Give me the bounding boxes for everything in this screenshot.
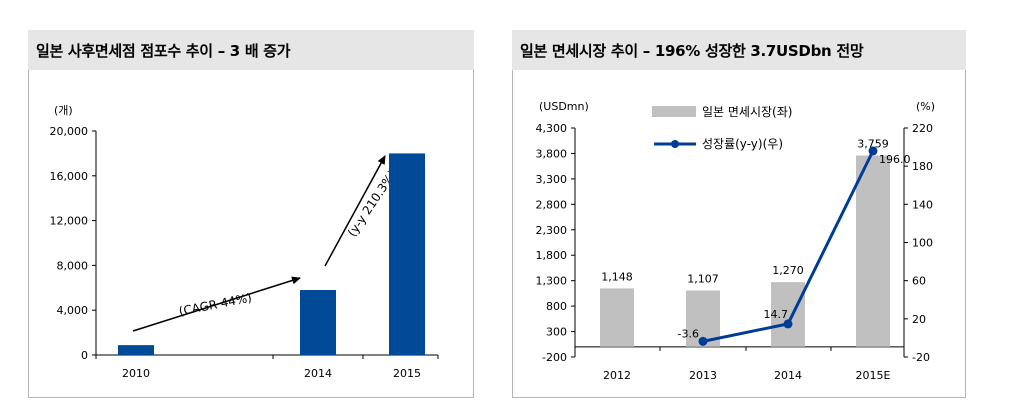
left-y-tick-label: 2,300	[536, 224, 568, 237]
y-axis-unit-label: (개)	[54, 104, 73, 117]
chart-header: 일본 면세시장 추이 – 196% 성장한 3.7USDbn 전망	[512, 30, 966, 70]
y-tick-label: 4,000	[57, 304, 89, 317]
x-tick-label: 2013	[689, 369, 717, 382]
duty-free-market-combo-chart: (USDmn) (%) 일본 면세시장(좌) 성장률(y-y)(우) -200 3…	[536, 100, 936, 382]
legend-line-marker	[671, 140, 679, 148]
store-count-bar-chart: (개) (CAGR 44%) (y-y 210.3%) 04,0008,0001…	[37, 104, 439, 380]
left-y-tick-label: -200	[542, 351, 567, 364]
left-y-tick-label: 2,800	[536, 198, 568, 211]
growth-data-label: 14.7	[764, 308, 789, 321]
x-tick-label: 2010	[122, 367, 150, 380]
chart-title: 일본 면세시장 추이 – 196% 성장한 3.7USDbn 전망	[520, 42, 864, 60]
bar-2015E	[856, 155, 890, 347]
right-y-tick-label: 20	[912, 313, 926, 326]
chart-header: 일본 사후면세점 점포수 추이 – 3 배 증가	[28, 30, 474, 70]
right-axis-unit-label: (%)	[916, 100, 935, 113]
bar-2015	[389, 153, 425, 355]
chart-title: 일본 사후면세점 점포수 추이 – 3 배 증가	[36, 42, 291, 60]
growth-point	[783, 319, 793, 329]
chart-frame	[512, 70, 966, 398]
right-y-tick-label: 180	[912, 160, 933, 173]
right-y-tick-label: 220	[912, 122, 933, 135]
bar-2014	[300, 290, 336, 355]
y-tick-label: 12,000	[50, 215, 89, 228]
growth-data-label: 196.0	[879, 153, 911, 166]
left-y-tick-label: 1,300	[536, 275, 568, 288]
right-y-tick-label: 100	[912, 237, 933, 250]
left-y-tick-label: 3,300	[536, 173, 568, 186]
bar-data-label: 1,270	[772, 264, 804, 277]
bar-2012	[600, 288, 634, 347]
growth-data-label: -3.6	[678, 327, 699, 340]
legend-line-label: 성장률(y-y)(우)	[702, 137, 783, 151]
x-tick-label: 2012	[603, 369, 631, 382]
x-tick-label: 2015	[393, 367, 421, 380]
growth-point	[868, 146, 878, 156]
yoy-arrow	[324, 155, 386, 267]
legend-bar-swatch	[652, 106, 696, 117]
left-y-tick-label: 800	[546, 300, 567, 313]
bar-data-label: 1,107	[687, 272, 719, 285]
x-tick-label: 2015E	[856, 369, 891, 382]
left-axis-unit-label: (USDmn)	[539, 100, 589, 113]
y-tick-label: 8,000	[57, 259, 89, 272]
bar-2010	[118, 345, 154, 355]
x-tick-label: 2014	[304, 367, 332, 380]
growth-point	[698, 336, 708, 346]
y-tick-label: 20,000	[50, 125, 89, 138]
y-tick-label: 16,000	[50, 170, 89, 183]
cagr-arrow	[132, 276, 301, 332]
left-y-tick-label: 1,800	[536, 249, 568, 262]
left-y-tick-label: 4,300	[536, 122, 568, 135]
bar-data-label: 3,759	[857, 138, 889, 151]
duty-free-market-chart-panel: 일본 면세시장 추이 – 196% 성장한 3.7USDbn 전망 (USDmn…	[512, 30, 966, 398]
chart-frame	[28, 70, 474, 398]
legend-bar-label: 일본 면세시장(좌)	[702, 105, 792, 119]
left-y-tick-label: 3,800	[536, 147, 568, 160]
x-tick-label: 2014	[774, 369, 802, 382]
bar-data-label: 1,148	[601, 270, 633, 283]
left-y-tick-label: 300	[546, 326, 567, 339]
store-count-chart-panel: 일본 사후면세점 점포수 추이 – 3 배 증가 (개) (CAGR 44%) …	[28, 30, 474, 398]
right-y-tick-label: -20	[912, 351, 930, 364]
right-y-tick-label: 140	[912, 198, 933, 211]
y-tick-label: 0	[81, 349, 88, 362]
bar-2014	[771, 282, 805, 347]
right-y-tick-label: 60	[912, 275, 926, 288]
